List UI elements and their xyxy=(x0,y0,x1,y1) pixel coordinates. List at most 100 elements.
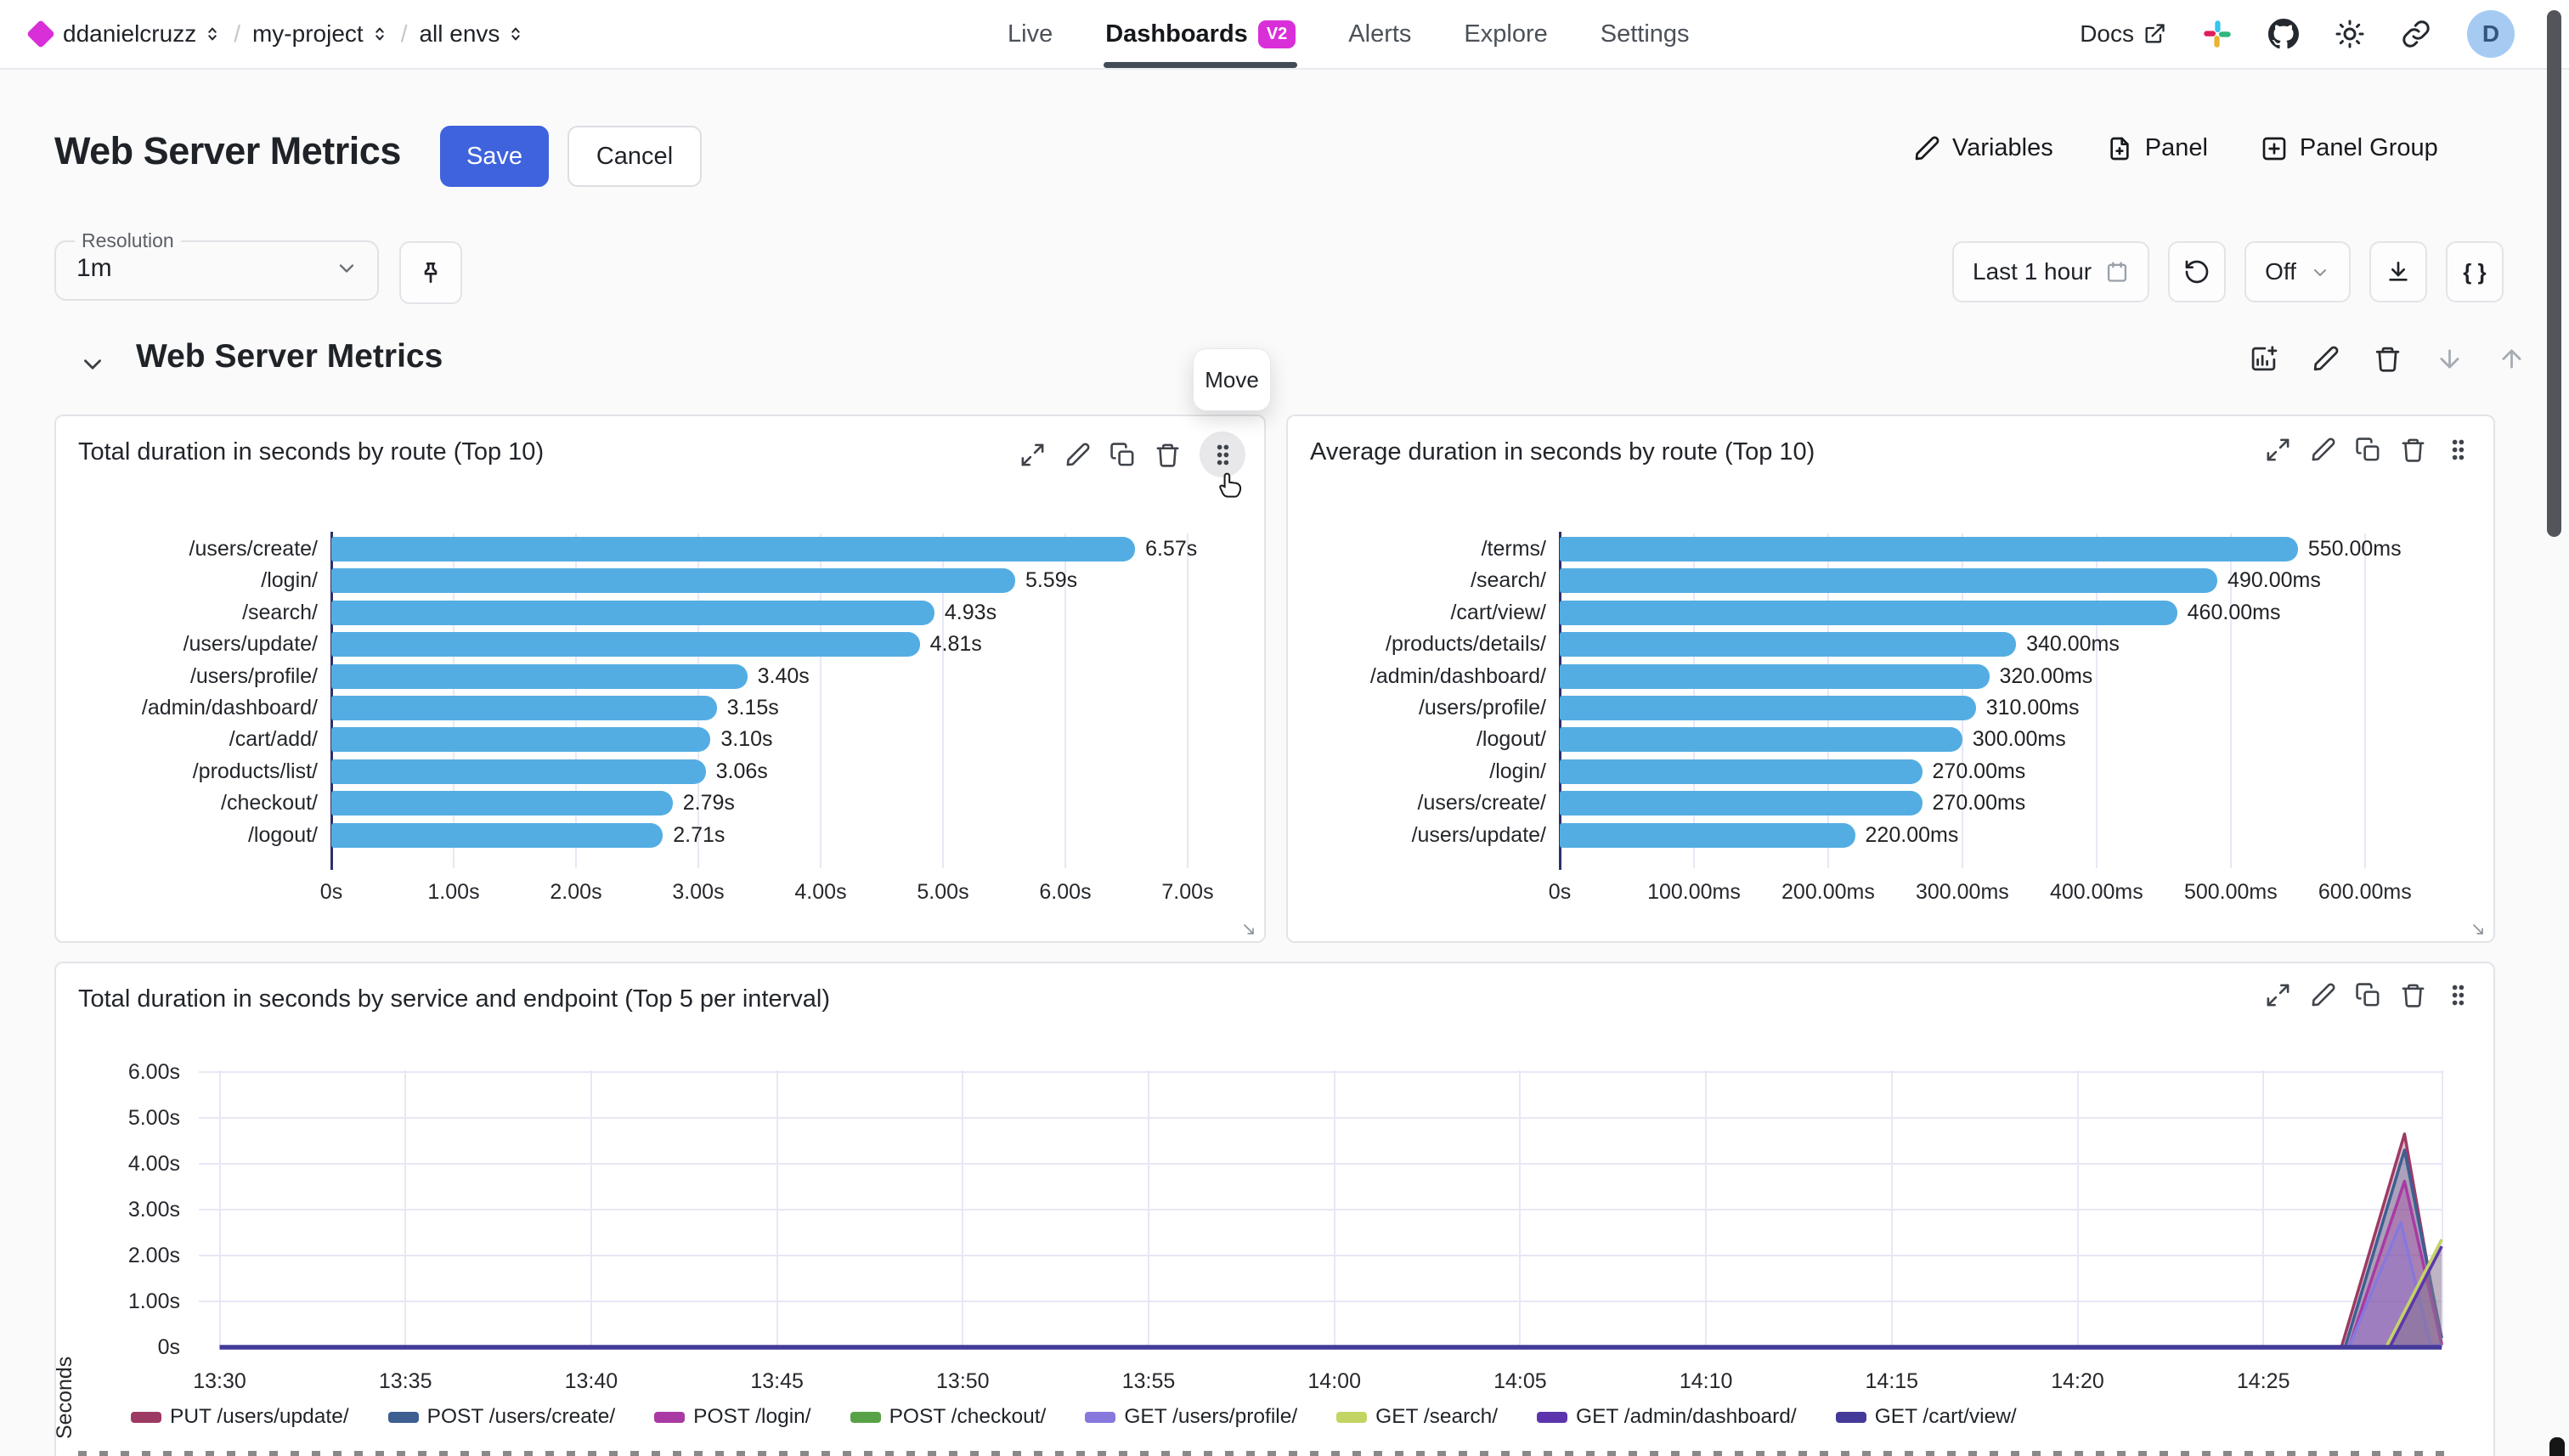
v-gridline xyxy=(590,1070,592,1347)
trash-icon[interactable] xyxy=(2400,982,2426,1008)
selector-icon[interactable] xyxy=(203,19,222,49)
bar-label: /admin/dashboard/ xyxy=(141,696,318,720)
legend-swatch xyxy=(387,1411,419,1423)
download-button[interactable] xyxy=(2369,241,2427,302)
section-collapse-chevron-icon[interactable] xyxy=(78,350,107,379)
add-chart-icon[interactable] xyxy=(2250,345,2278,373)
json-view-button[interactable]: { } xyxy=(2445,241,2504,302)
copy-icon[interactable] xyxy=(2355,982,2381,1008)
resize-handle-icon[interactable] xyxy=(2470,921,2487,938)
bar-label: /login/ xyxy=(261,568,318,593)
version-badge: V2 xyxy=(1257,20,1296,48)
trash-icon[interactable] xyxy=(2400,437,2426,463)
tab-explore[interactable]: Explore xyxy=(1464,0,1547,68)
x-tick-label: 4.00s xyxy=(794,880,847,904)
legend-label: POST /login/ xyxy=(693,1405,811,1428)
panel-button[interactable]: Panel xyxy=(2106,134,2208,162)
refresh-button[interactable] xyxy=(2168,241,2227,302)
bar-value: 2.71s xyxy=(673,822,726,847)
pin-resolution-button[interactable] xyxy=(399,241,462,304)
trash-glyph xyxy=(2400,982,2426,1008)
time-controls: Last 1 hour Off { } xyxy=(1952,241,2504,302)
breadcrumb-org[interactable]: ddanielcruzz xyxy=(63,19,222,49)
legend-swatch xyxy=(1537,1411,1568,1423)
slack-icon[interactable] xyxy=(2202,19,2233,49)
bar-label: /users/create/ xyxy=(189,537,318,561)
section-title: Web Server Metrics xyxy=(136,338,443,375)
breadcrumb-env[interactable]: all envs xyxy=(419,19,525,49)
v-gridline xyxy=(2442,1070,2443,1347)
x-tick-label: 300.00ms xyxy=(1916,880,2009,904)
legend-item[interactable]: PUT /users/update/ xyxy=(131,1405,349,1429)
edit-icon[interactable] xyxy=(2310,437,2336,463)
panel-toolbar xyxy=(2265,982,2471,1008)
trash-icon[interactable] xyxy=(1155,442,1181,468)
share-link-icon[interactable] xyxy=(2401,19,2431,49)
grip-icon[interactable] xyxy=(2445,982,2471,1008)
theme-toggle-icon[interactable] xyxy=(2335,19,2365,49)
bottom-scrollbar-thumb[interactable] xyxy=(2549,1437,2565,1456)
time-range-label: Last 1 hour xyxy=(1973,258,2092,285)
copy-icon[interactable] xyxy=(2355,437,2381,463)
legend-item[interactable]: GET /admin/dashboard/ xyxy=(1537,1405,1797,1429)
panel-duration-timeseries: Total duration in seconds by service and… xyxy=(53,962,2495,1456)
trash-glyph xyxy=(2400,437,2426,463)
expand-icon[interactable] xyxy=(1019,442,1046,468)
panel-group-button[interactable]: Panel Group xyxy=(2261,134,2438,162)
cancel-button[interactable]: Cancel xyxy=(567,126,702,187)
file-plus-icon xyxy=(2106,135,2133,162)
bar xyxy=(1560,696,1976,720)
time-range-button[interactable]: Last 1 hour xyxy=(1952,241,2150,302)
variables-button[interactable]: Variables xyxy=(1913,134,2053,162)
x-tick-label: 1.00s xyxy=(427,880,480,904)
edit-icon[interactable] xyxy=(2310,982,2336,1008)
panel-title: Total duration in seconds by service and… xyxy=(78,985,831,1013)
legend-item[interactable]: POST /login/ xyxy=(654,1405,811,1429)
edit-icon[interactable] xyxy=(1064,442,1091,468)
expand-icon[interactable] xyxy=(2265,982,2291,1008)
legend-item[interactable]: GET /search/ xyxy=(1336,1405,1498,1429)
window-scrollbar-thumb[interactable] xyxy=(2547,10,2561,537)
bar xyxy=(1560,727,1962,753)
v-gridline xyxy=(962,1070,964,1347)
github-icon[interactable] xyxy=(2268,19,2299,49)
panel-title: Total duration in seconds by route (Top … xyxy=(78,438,545,466)
save-button[interactable]: Save xyxy=(440,126,549,187)
y-tick-label: 3.00s xyxy=(127,1198,180,1222)
breadcrumb-project[interactable]: my-project xyxy=(252,19,389,49)
avatar[interactable]: D xyxy=(2467,10,2515,58)
legend-item[interactable]: POST /checkout/ xyxy=(850,1405,1046,1429)
tab-settings[interactable]: Settings xyxy=(1601,0,1690,68)
bar-label: /search/ xyxy=(242,600,318,624)
tab-label: Settings xyxy=(1600,20,1690,48)
tab-dashboards[interactable]: Dashboards V2 xyxy=(1104,0,1298,68)
header-actions: Variables Panel Panel Group xyxy=(1913,134,2438,162)
bar-value: 4.81s xyxy=(929,632,982,657)
edit-icon[interactable] xyxy=(2312,345,2340,373)
trash-icon[interactable] xyxy=(2374,345,2402,373)
resolution-select[interactable]: Resolution 1m xyxy=(54,229,379,301)
tab-alerts[interactable]: Alerts xyxy=(1348,0,1411,68)
selector-icon[interactable] xyxy=(506,19,525,49)
grip-icon[interactable] xyxy=(2445,437,2471,463)
gridline xyxy=(2229,533,2232,868)
arrow-up-icon[interactable] xyxy=(2498,345,2526,373)
copy-icon[interactable] xyxy=(1109,442,1136,468)
legend-item[interactable]: POST /users/create/ xyxy=(387,1405,615,1429)
resize-handle-icon[interactable] xyxy=(1240,921,1257,938)
bar xyxy=(1560,600,2177,625)
refresh-interval-dropdown[interactable]: Off xyxy=(2244,241,2351,302)
selector-icon[interactable] xyxy=(370,19,389,49)
legend-item[interactable]: GET /users/profile/ xyxy=(1085,1405,1297,1429)
docs-link[interactable]: Docs xyxy=(2080,20,2166,48)
x-tick-label: 13:40 xyxy=(564,1369,618,1393)
download-icon xyxy=(2385,258,2412,285)
y-tick-label: 2.00s xyxy=(127,1244,180,1267)
legend-swatch xyxy=(1085,1411,1116,1423)
docs-label: Docs xyxy=(2080,20,2134,47)
legend-item[interactable]: GET /cart/view/ xyxy=(1835,1405,2017,1429)
grip-icon[interactable] xyxy=(1200,432,1245,477)
expand-icon[interactable] xyxy=(2265,437,2291,463)
arrow-down-icon[interactable] xyxy=(2436,345,2464,373)
tab-live[interactable]: Live xyxy=(1008,0,1053,68)
